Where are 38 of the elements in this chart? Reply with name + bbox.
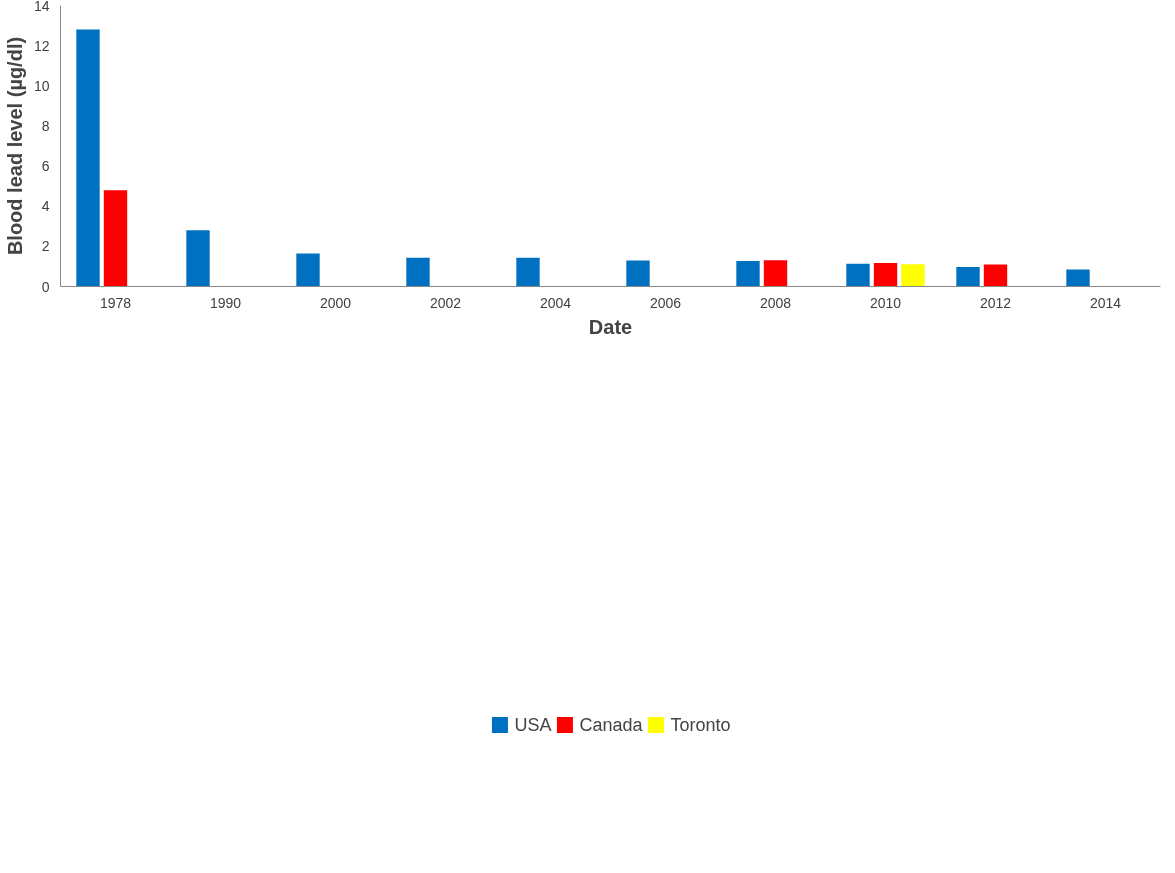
y-tick-label: 12	[33, 37, 50, 54]
bar	[956, 267, 980, 287]
bar	[186, 230, 210, 287]
bar	[1066, 269, 1090, 287]
bar	[296, 253, 320, 287]
bar	[516, 257, 540, 287]
x-axis-title: Date	[588, 315, 633, 338]
y-tick-label: 10	[33, 77, 50, 94]
y-tick-label: 8	[41, 117, 50, 134]
x-tick-label: 2010	[869, 294, 902, 311]
x-tick-label: 2012	[979, 294, 1012, 311]
x-tick-label: 1978	[99, 294, 132, 311]
y-tick-label: 14	[33, 0, 50, 14]
bar	[76, 29, 100, 287]
legend-label: USA	[514, 714, 552, 736]
bar	[736, 261, 760, 287]
x-tick-label: 2000	[319, 294, 352, 311]
y-tick-label: 4	[41, 198, 50, 215]
bar	[626, 260, 650, 287]
x-tick-label: 2014	[1089, 294, 1122, 311]
x-tick-label: 2006	[649, 294, 682, 311]
bar	[406, 257, 430, 287]
bar	[763, 260, 788, 287]
legend-label: Toronto	[670, 714, 731, 736]
legend-label: Canada	[579, 714, 643, 736]
y-axis-title: Blood lead level (µg/dl)	[3, 36, 26, 256]
y-tick-label: 0	[41, 278, 50, 295]
y-tick-label: 2	[41, 238, 50, 255]
y-tick-label: 6	[41, 158, 50, 175]
bar	[873, 263, 898, 287]
bar	[846, 263, 870, 287]
bar	[103, 190, 128, 287]
x-tick-label: 2002	[429, 294, 462, 311]
x-tick-label: 2008	[759, 294, 792, 311]
x-tick-label: 1990	[209, 294, 242, 311]
x-tick-label: 2004	[539, 294, 572, 311]
bar	[983, 264, 1008, 287]
bar	[901, 264, 925, 287]
